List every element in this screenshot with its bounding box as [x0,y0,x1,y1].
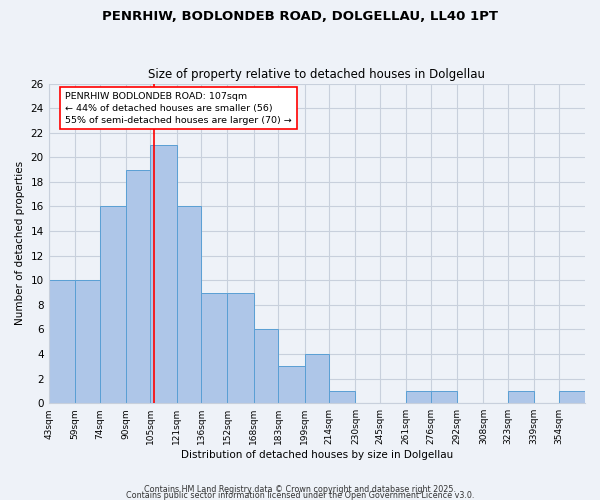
Y-axis label: Number of detached properties: Number of detached properties [15,162,25,326]
Bar [278,366,305,403]
X-axis label: Distribution of detached houses by size in Dolgellau: Distribution of detached houses by size … [181,450,453,460]
Bar [329,391,355,403]
Bar [559,391,585,403]
Text: PENRHIW, BODLONDEB ROAD, DOLGELLAU, LL40 1PT: PENRHIW, BODLONDEB ROAD, DOLGELLAU, LL40… [102,10,498,23]
Bar [254,330,278,403]
Text: Contains HM Land Registry data © Crown copyright and database right 2025.: Contains HM Land Registry data © Crown c… [144,484,456,494]
Bar [201,292,227,403]
Text: Contains public sector information licensed under the Open Government Licence v3: Contains public sector information licen… [126,490,474,500]
Bar [431,391,457,403]
Bar [75,280,100,403]
Bar [126,170,151,403]
Bar [406,391,431,403]
Bar [151,145,176,403]
Title: Size of property relative to detached houses in Dolgellau: Size of property relative to detached ho… [148,68,485,81]
Bar [100,206,126,403]
Text: PENRHIW BODLONDEB ROAD: 107sqm
← 44% of detached houses are smaller (56)
55% of : PENRHIW BODLONDEB ROAD: 107sqm ← 44% of … [65,92,292,125]
Bar [508,391,534,403]
Bar [176,206,201,403]
Bar [305,354,329,403]
Bar [227,292,254,403]
Bar [49,280,75,403]
